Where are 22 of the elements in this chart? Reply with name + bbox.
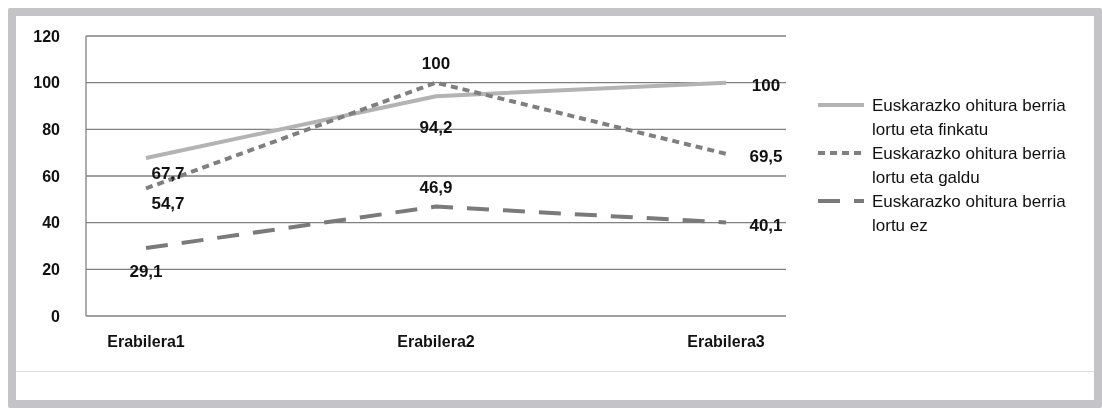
y-tick-label: 80 (42, 121, 61, 139)
y-tick-label: 20 (42, 261, 61, 279)
legend-label: Euskarazko ohitura berria lortu eta finkatu (872, 95, 1067, 141)
x-tick-label: Erabilera3 (687, 333, 765, 351)
x-tick-label: Erabilera2 (397, 333, 475, 351)
y-tick-label: 0 (51, 307, 61, 325)
data-label: 54,7 (151, 193, 185, 213)
data-label: 100 (421, 54, 451, 74)
legend-label: Euskarazko ohitura berria lortu ez (872, 191, 1067, 237)
data-label: 94,2 (419, 117, 453, 137)
y-tick-label: 60 (42, 167, 61, 185)
y-tick-label: 100 (33, 74, 61, 92)
data-label: 67,7 (151, 163, 185, 183)
data-label: 100 (751, 76, 781, 96)
x-tick-label: Erabilera1 (107, 333, 185, 351)
data-label: 40,1 (749, 215, 783, 235)
data-label: 46,9 (419, 178, 453, 198)
y-tick-label: 120 (33, 27, 61, 45)
legend-label: Euskarazko ohitura berria lortu eta galdu (872, 143, 1067, 189)
data-label: 69,5 (749, 147, 783, 167)
data-label: 29,1 (129, 261, 163, 281)
y-tick-label: 40 (42, 214, 61, 232)
